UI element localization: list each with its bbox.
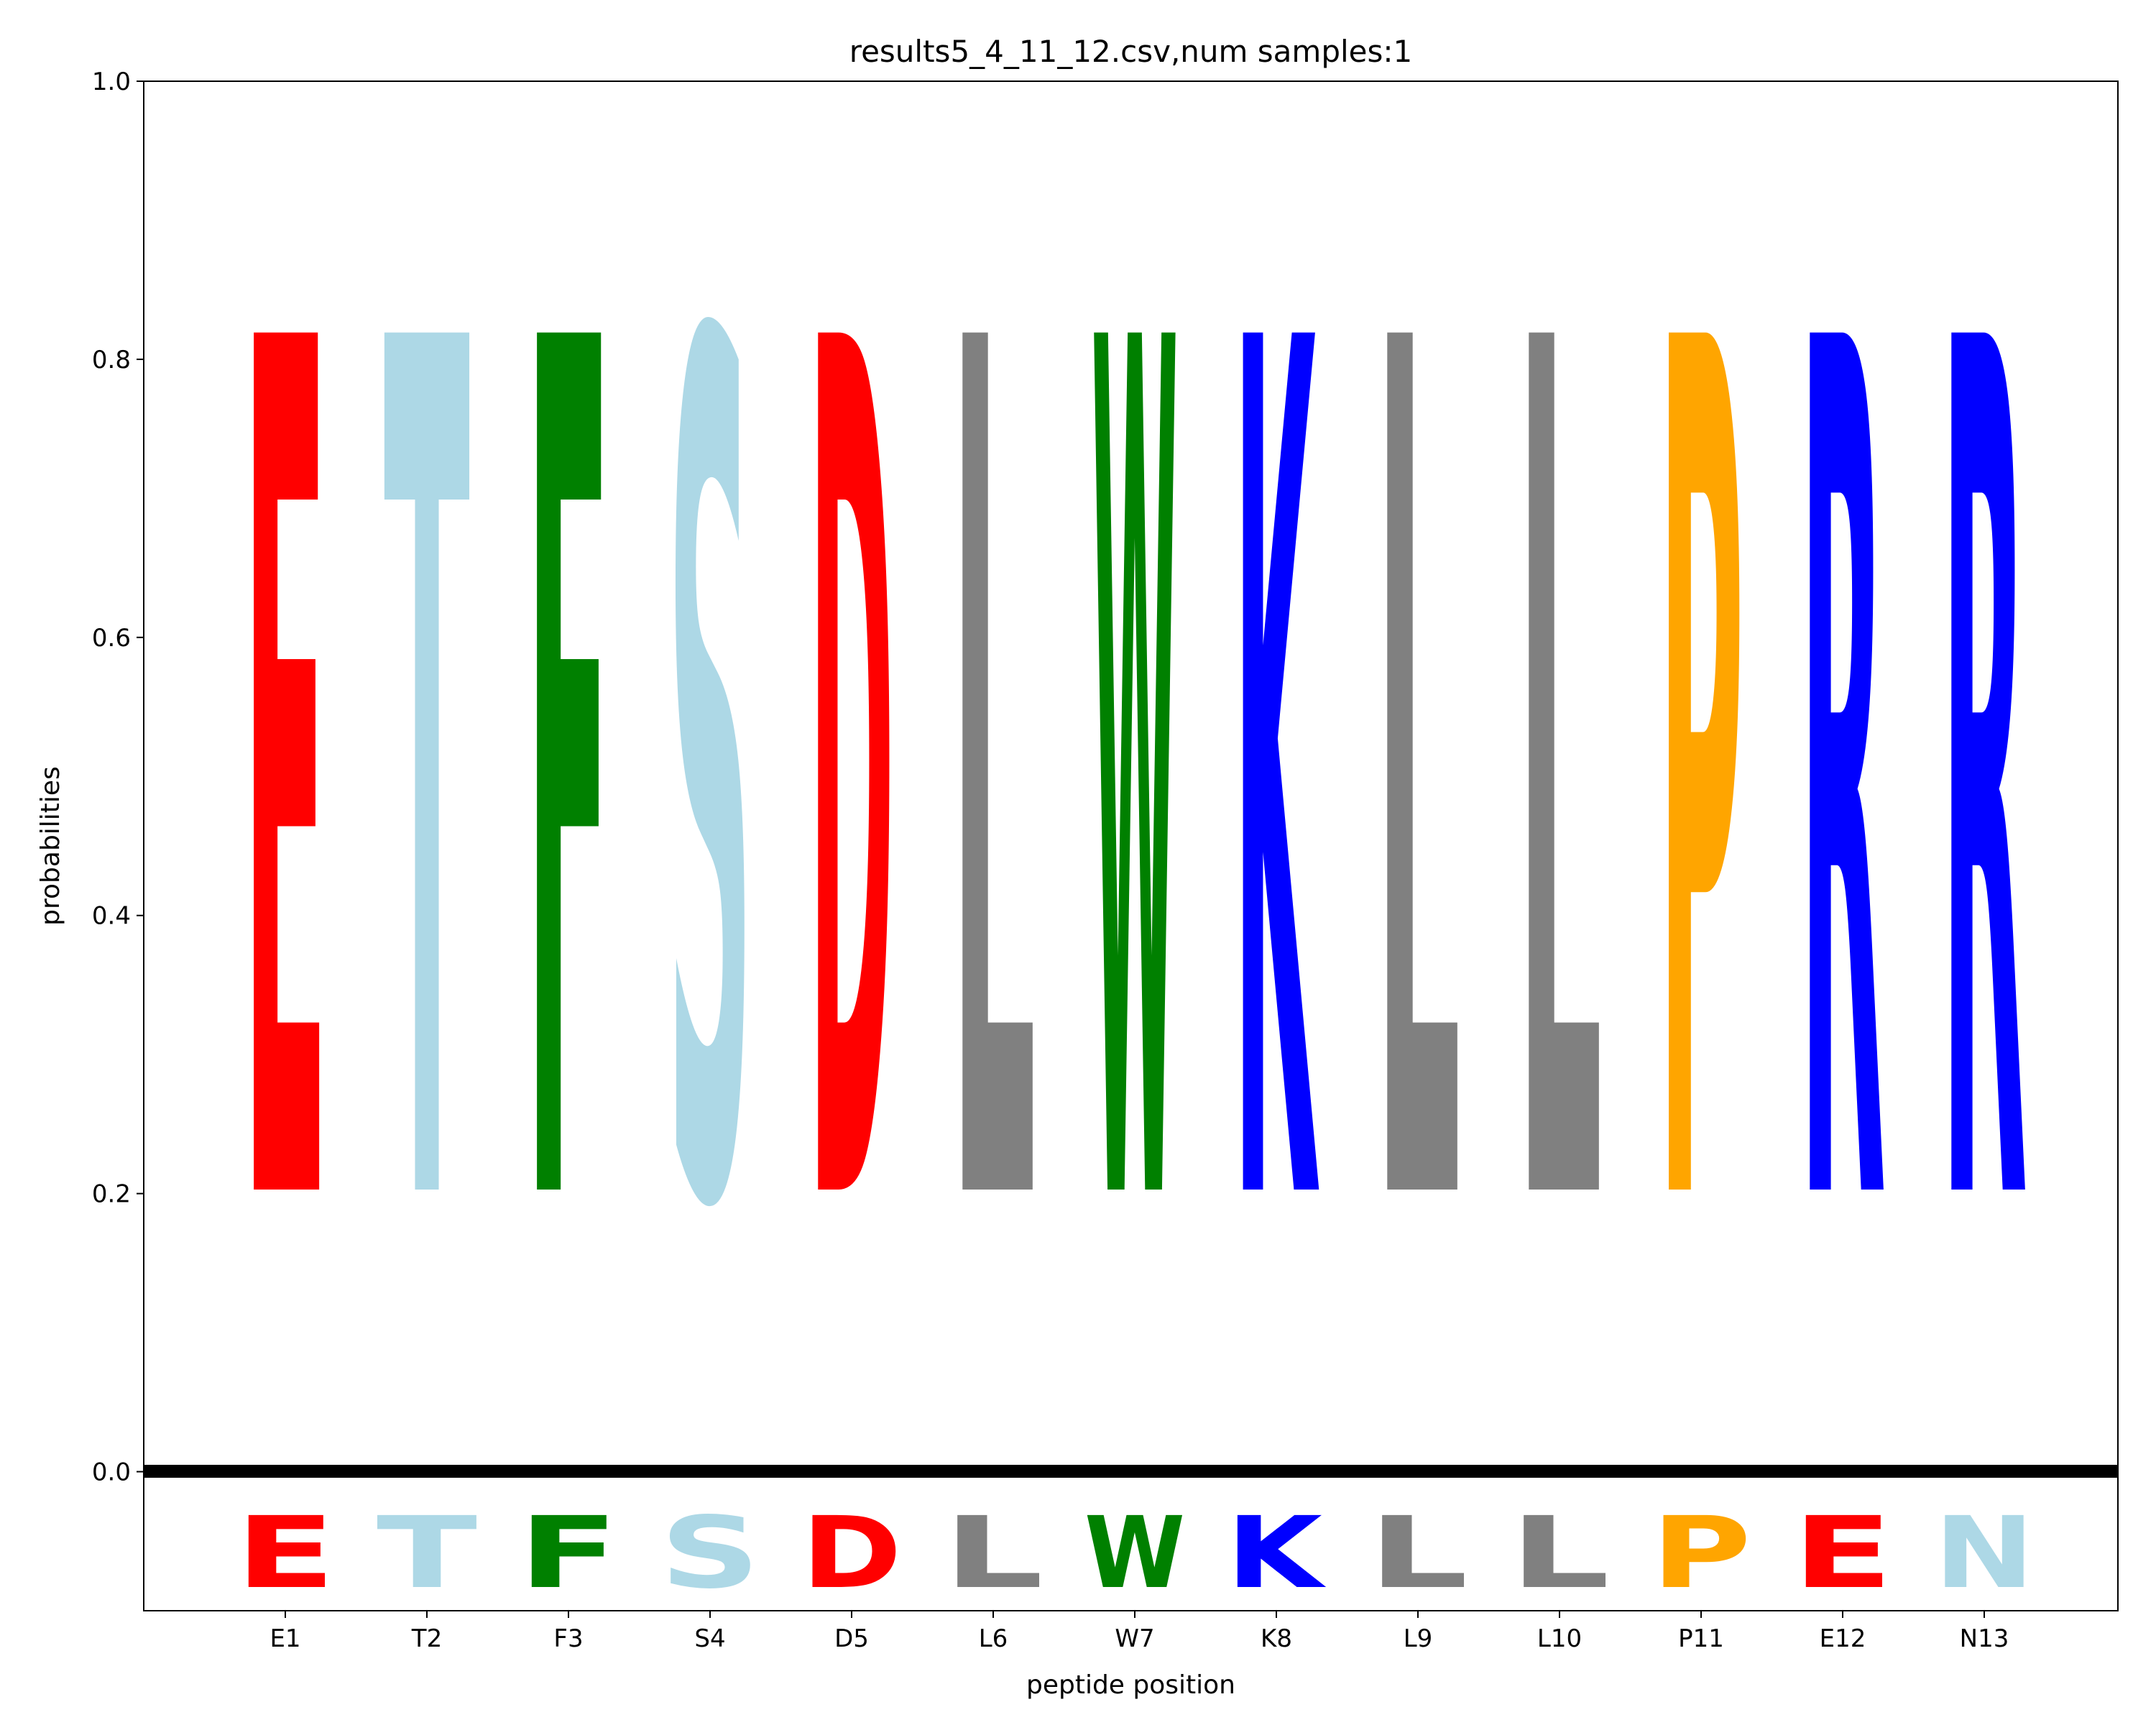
x-tick-label: E12 <box>1820 1624 1866 1653</box>
wildtype-letter-l9: L <box>1368 1496 1468 1611</box>
y-tick-label: 0.6 <box>92 624 131 653</box>
logo-letter-l9: L <box>1375 98 1461 1467</box>
wildtype-letter-k8: K <box>1226 1495 1326 1610</box>
wildtype-letter-f3: F <box>518 1496 619 1611</box>
x-tick-label: L10 <box>1537 1624 1582 1653</box>
y-axis: 0.0 0.2 0.4 0.6 0.8 1.0 <box>92 68 144 1487</box>
plot-frame <box>143 80 2119 1611</box>
logo-letter-w7: W <box>1092 99 1178 1468</box>
y-tick-label: 0.0 <box>92 1458 131 1487</box>
x-tick-label: S4 <box>694 1624 725 1653</box>
x-tick-label: F3 <box>553 1624 583 1653</box>
logo-letter-d5: D <box>808 98 895 1467</box>
x-axis: E1 T2 F3 S4 D5 L6 W7 K8 L9 L10 P11 E12 N13 <box>270 1611 2009 1653</box>
logo-letter-l10: L <box>1516 98 1603 1467</box>
logo-letter-n13: R <box>1941 100 2027 1468</box>
wildtype-letter-d5: D <box>801 1496 902 1611</box>
logo-letter-s4: S <box>667 99 753 1468</box>
y-axis-label: probabilities <box>36 766 65 926</box>
wildtype-letter-p11: P <box>1651 1496 1751 1611</box>
x-axis-label: peptide position <box>1026 1670 1235 1700</box>
wildtype-letter-t2: T <box>377 1496 477 1611</box>
logo-letter-e1: E <box>242 99 328 1468</box>
x-tick-label: L9 <box>1404 1624 1433 1653</box>
logo-letter-l6: L <box>950 98 1036 1467</box>
y-tick-label: 0.2 <box>92 1180 131 1209</box>
wildtype-letter-n13: N <box>1934 1496 2035 1611</box>
x-tick-label: T2 <box>411 1624 442 1653</box>
x-tick-label: W7 <box>1115 1624 1154 1653</box>
logo-letter-p11: P <box>1658 99 1744 1468</box>
logo-letter-e12: R <box>1800 100 1886 1468</box>
y-tick-label: 1.0 <box>92 68 131 96</box>
wildtype-letter-l10: L <box>1509 1496 1610 1611</box>
x-tick-label: N13 <box>1960 1624 2009 1653</box>
y-tick-label: 0.4 <box>92 902 131 931</box>
x-tick-label: P11 <box>1678 1624 1724 1653</box>
x-tick-label: K8 <box>1261 1624 1292 1653</box>
y-tick-label: 0.8 <box>92 346 131 374</box>
x-tick-label: L6 <box>979 1624 1008 1653</box>
x-tick-label: E1 <box>270 1624 300 1653</box>
wildtype-letter-e12: E <box>1792 1496 1893 1611</box>
x-tick-label: D5 <box>834 1624 869 1653</box>
wildtype-letter-s4: S <box>660 1496 760 1611</box>
wildtype-letter-l6: L <box>943 1496 1044 1611</box>
logo-letter-k8: K <box>1233 98 1319 1467</box>
logo-letter-t2: T <box>384 99 471 1468</box>
logo-letter-f3: F <box>525 99 612 1468</box>
chart-title: results5_4_11_12.csv,num samples:1 <box>849 34 1413 69</box>
wildtype-letter-e1: E <box>235 1496 336 1611</box>
wildtype-letter-w7: W <box>1084 1496 1185 1611</box>
